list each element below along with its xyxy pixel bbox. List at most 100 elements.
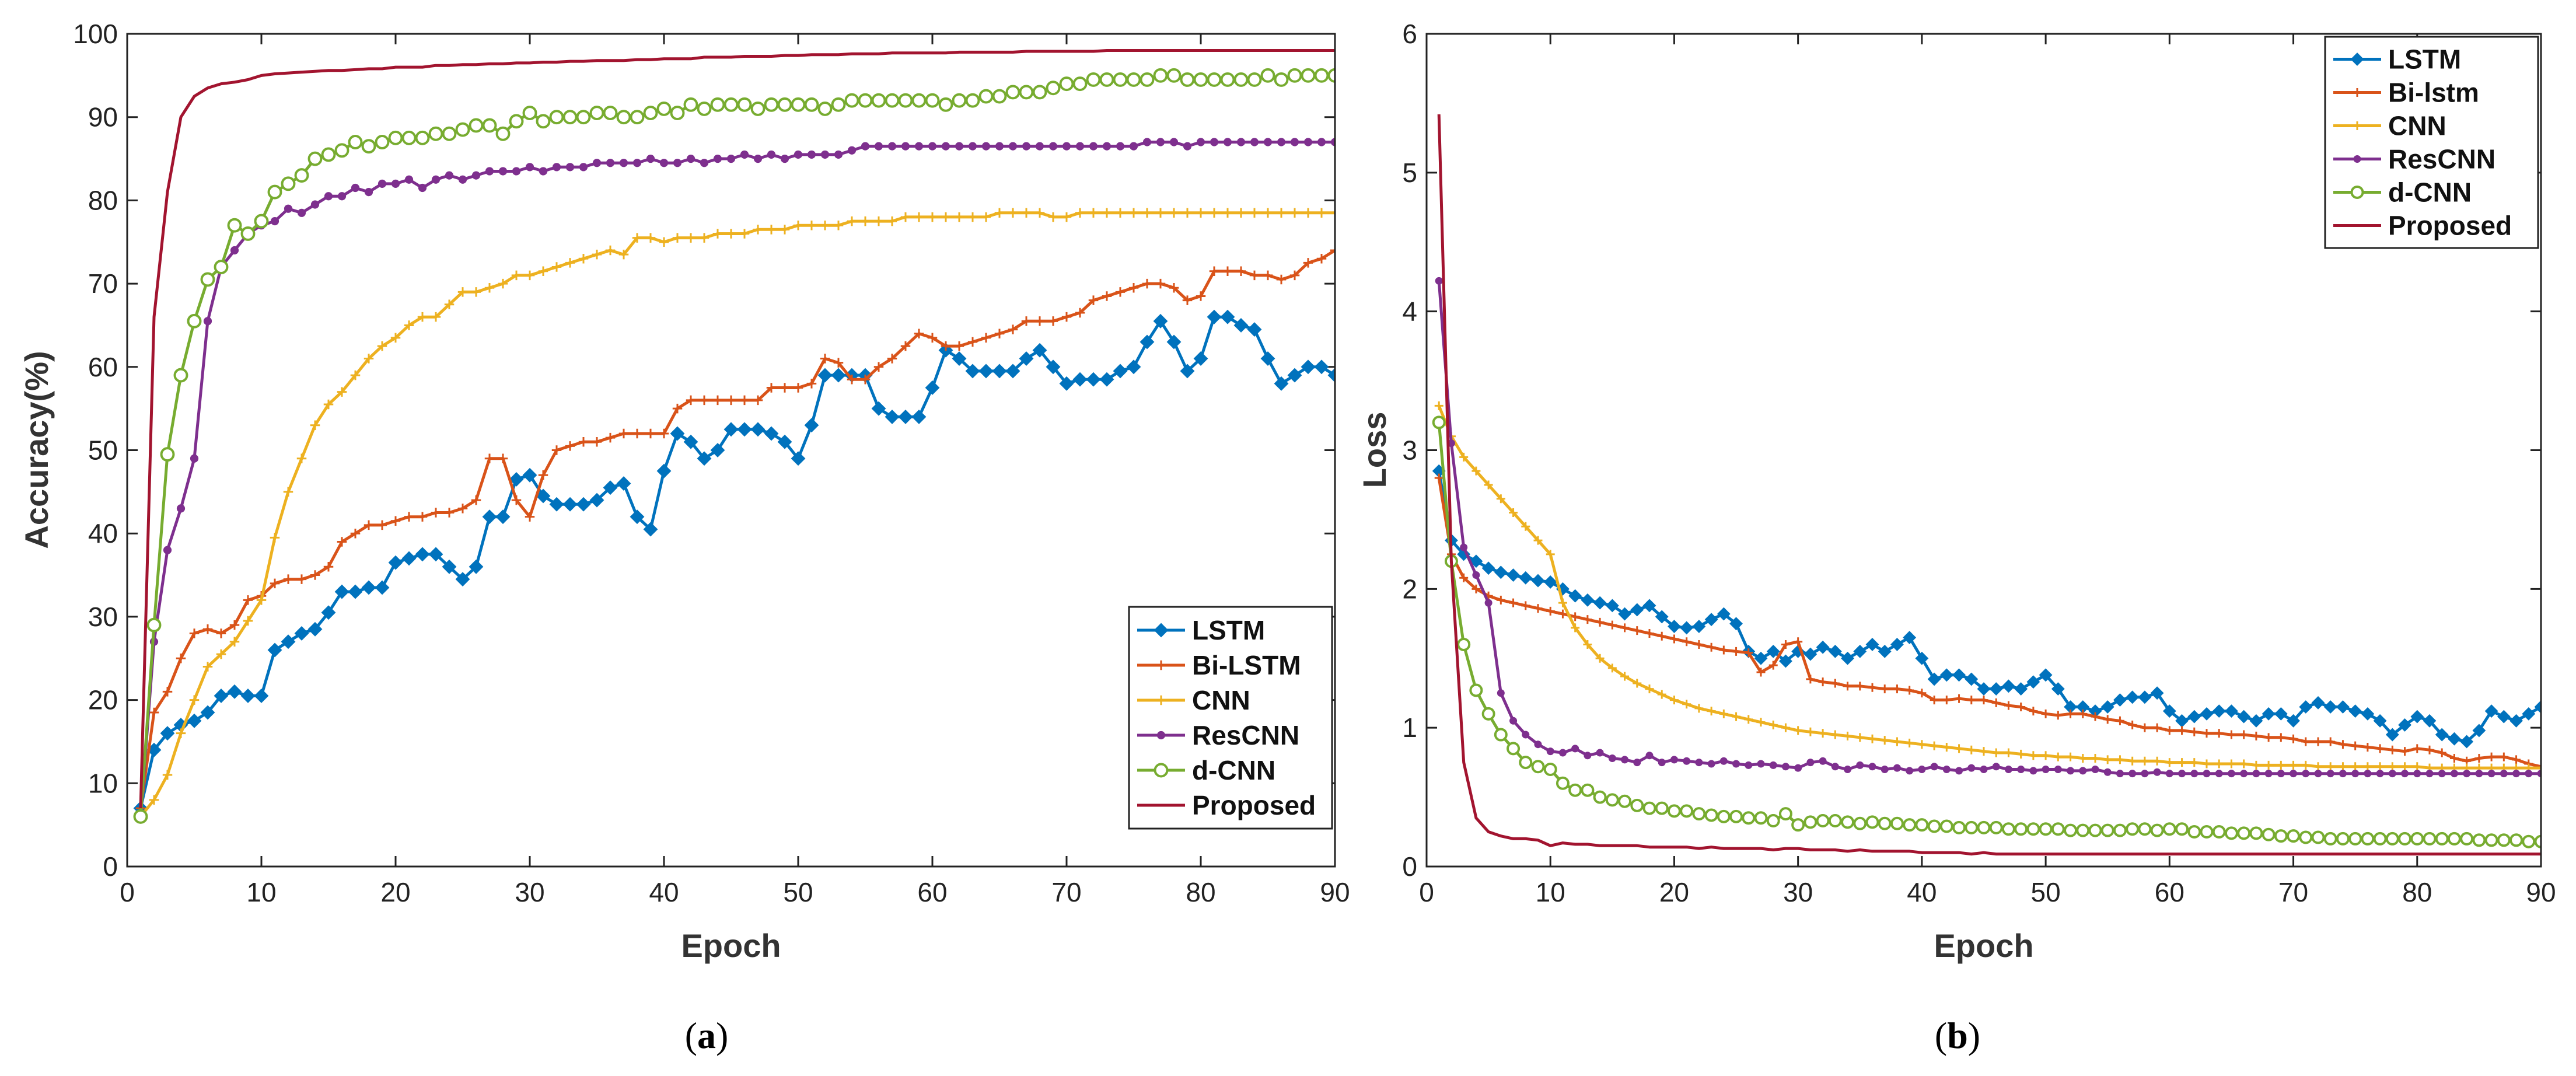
data-point — [1906, 767, 1914, 775]
data-point — [2474, 753, 2484, 763]
data-point — [794, 150, 803, 159]
data-point — [1303, 138, 1313, 146]
data-point — [2014, 822, 2028, 836]
panel-caption: (a) — [685, 1015, 729, 1056]
data-point — [2252, 770, 2260, 778]
x-tick-label: 70 — [2278, 877, 2308, 907]
data-point — [605, 245, 616, 256]
x-tick-label: 40 — [649, 877, 679, 907]
data-point — [2363, 742, 2372, 752]
data-point — [1126, 359, 1141, 375]
data-point — [525, 270, 535, 281]
data-point — [2413, 762, 2422, 771]
legend-label: Proposed — [2388, 211, 2512, 241]
data-point — [1745, 761, 1753, 769]
data-point — [632, 428, 642, 439]
data-point — [780, 225, 790, 235]
data-point — [1140, 72, 1155, 87]
data-point — [589, 492, 604, 508]
data-point — [455, 572, 470, 587]
data-point — [2227, 759, 2236, 768]
data-point — [605, 432, 616, 443]
data-point — [2162, 822, 2176, 836]
data-point — [254, 689, 269, 703]
data-point — [2313, 762, 2323, 771]
data-point — [1519, 571, 1533, 585]
data-point — [1621, 756, 1629, 764]
data-point — [1263, 270, 1273, 281]
data-point — [2299, 830, 2313, 844]
data-point — [1669, 696, 1679, 705]
data-point — [1207, 309, 1222, 324]
data-point — [1484, 480, 1493, 490]
data-point — [726, 154, 736, 163]
data-point — [965, 93, 980, 108]
data-point — [1794, 637, 1803, 647]
data-point — [378, 179, 387, 188]
data-point — [1584, 752, 1592, 760]
data-point — [968, 142, 977, 151]
data-point — [1249, 270, 1260, 281]
data-point — [2536, 763, 2541, 773]
plot-lines — [133, 49, 1335, 824]
data-point — [160, 447, 175, 462]
data-point — [2115, 716, 2124, 725]
data-point — [1729, 809, 1743, 823]
data-point — [1075, 208, 1085, 218]
data-point — [2262, 707, 2276, 721]
data-point — [2053, 711, 2063, 720]
data-point — [133, 809, 148, 824]
y-tick-label: 10 — [88, 768, 118, 798]
data-point — [1276, 208, 1287, 218]
data-point — [1086, 72, 1101, 87]
data-point — [1263, 138, 1273, 146]
data-point — [589, 106, 604, 121]
data-point — [579, 163, 588, 172]
data-point — [297, 208, 306, 217]
data-point — [2400, 747, 2410, 756]
data-point — [2126, 690, 2140, 704]
data-point — [404, 320, 414, 330]
data-point — [1915, 651, 1929, 665]
data-point — [390, 516, 401, 526]
data-point — [2252, 760, 2261, 770]
data-point — [457, 287, 468, 297]
data-point — [793, 383, 803, 393]
data-point — [2348, 832, 2362, 846]
data-point — [1034, 208, 1045, 218]
data-point — [444, 299, 455, 310]
data-point — [2225, 704, 2238, 718]
data-point — [2413, 770, 2421, 778]
data-point — [1314, 68, 1329, 83]
data-point — [911, 410, 927, 424]
data-point — [2423, 714, 2437, 728]
data-point — [592, 159, 602, 167]
data-point — [1633, 759, 1641, 767]
data-point — [817, 101, 833, 116]
data-point — [1484, 599, 1493, 607]
series-line — [1437, 114, 2541, 856]
data-point — [887, 216, 897, 226]
data-point — [1717, 607, 1731, 621]
data-point — [552, 163, 561, 172]
data-point — [1841, 651, 1854, 665]
data-point — [2323, 832, 2337, 846]
series-d-cnn — [133, 68, 1335, 824]
data-point — [1630, 603, 1644, 617]
data-point — [1695, 759, 1703, 767]
data-point — [310, 420, 320, 430]
data-point — [1878, 816, 1892, 830]
data-point — [2313, 737, 2323, 746]
data-point — [2425, 770, 2434, 778]
data-point — [578, 254, 589, 264]
data-point — [1471, 584, 1481, 593]
data-point — [659, 428, 669, 439]
legend-label: Proposed — [1192, 790, 1316, 820]
data-point — [2202, 729, 2211, 738]
data-point — [1543, 763, 1557, 777]
data-point — [1768, 720, 1778, 729]
data-point — [363, 354, 374, 364]
panel-accuracy: 0 10 20 30 40 50 60 70 80 90 0 10 20 30 40 50 60 70 80 90 10… — [18, 19, 1350, 1056]
data-point — [766, 383, 777, 393]
data-point — [216, 649, 226, 659]
